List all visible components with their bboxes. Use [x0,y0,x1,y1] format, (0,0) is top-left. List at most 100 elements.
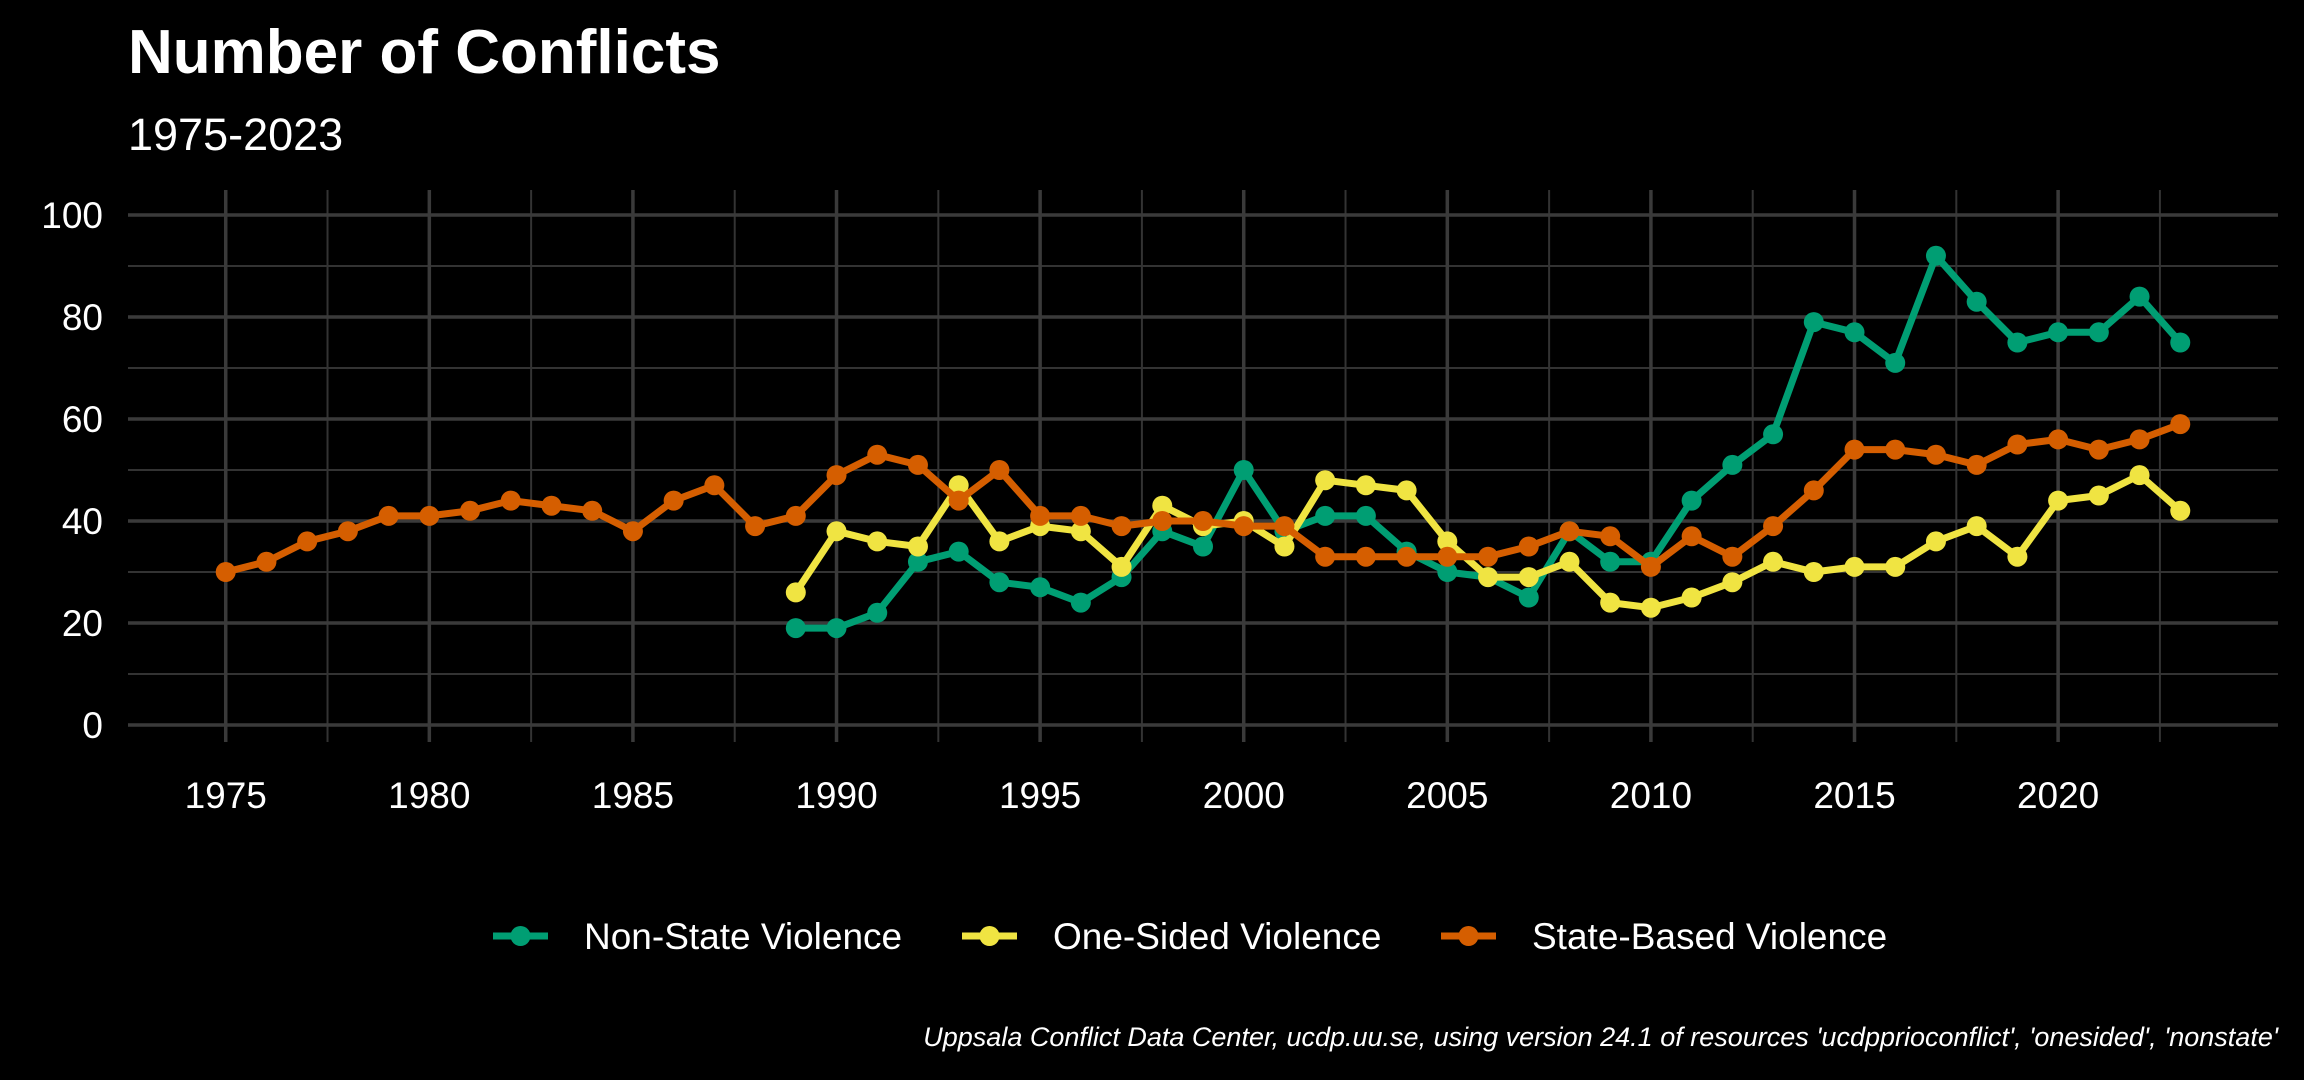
data-point [2170,500,2191,521]
data-point [989,460,1010,480]
data-point [1803,312,1824,333]
data-point [1722,546,1743,567]
legend-label: One-Sided Violence [1053,916,1381,957]
x-tick-label: 1975 [185,775,267,816]
data-point [1355,475,1376,496]
x-tick-label: 2015 [1813,775,1895,816]
data-point [1681,526,1702,547]
data-point [1600,592,1621,613]
legend-label: Non-State Violence [584,916,902,957]
data-point [1640,556,1661,577]
data-point [1518,567,1539,588]
data-point [1966,516,1987,537]
data-point [1478,567,1499,588]
data-point [582,500,603,521]
legend: Non-State Violence One-Sided Violence Stat… [493,916,1887,957]
y-axis-tick-labels: 0 20 40 60 80 100 [41,195,103,746]
data-point [2129,465,2150,486]
data-point [2007,434,2028,455]
data-point [1844,439,1865,460]
data-point [1925,245,1946,266]
data-point [1803,562,1824,582]
x-tick-label: 2000 [1203,775,1285,816]
data-point [826,618,847,639]
data-point [2088,439,2109,460]
y-tick-label: 0 [82,705,103,746]
data-point [1559,551,1580,572]
x-tick-label: 1990 [795,775,877,816]
data-point [1763,551,1784,572]
data-point [2007,546,2028,567]
data-point [1844,556,1865,577]
data-point [1966,291,1987,312]
data-point [1315,505,1336,526]
data-point [1640,597,1661,618]
data-point [1437,531,1458,552]
data-point [1396,546,1417,567]
series [215,414,2191,582]
data-point [1681,490,1702,511]
series-layer [215,245,2191,639]
y-tick-label: 100 [41,195,103,236]
legend-key-point [979,926,1000,946]
data-point [1437,546,1458,567]
data-point [1966,454,1987,475]
data-point [2170,414,2191,435]
data-point [1274,516,1295,537]
data-point [1803,480,1824,501]
data-point [1396,480,1417,501]
chart-subtitle: 1975-2023 [128,109,343,160]
data-point [1925,531,1946,552]
chart-caption: Uppsala Conflict Data Center, ucdp.uu.se… [923,1022,2279,1052]
legend-key-point [510,926,531,946]
data-point [1070,592,1091,613]
data-point [1233,460,1254,480]
legend-item: One-Sided Violence [962,916,1381,957]
data-point [1600,551,1621,572]
data-point [663,490,684,511]
data-point [622,521,643,542]
data-point [907,454,928,475]
data-point [2129,429,2150,450]
data-point [1925,444,1946,465]
data-point [1030,577,1051,598]
data-point [785,618,806,639]
x-tick-label: 2020 [2017,775,2099,816]
data-point [1274,536,1295,557]
data-point [1111,556,1132,577]
x-tick-label: 1980 [388,775,470,816]
data-point [1070,521,1091,542]
data-point [2088,322,2109,343]
data-point [1193,536,1213,557]
data-point [785,505,806,526]
y-tick-label: 80 [62,297,103,338]
data-point [1763,424,1784,445]
data-point [1885,556,1906,577]
data-point [1600,526,1621,547]
data-point [1152,495,1173,516]
data-point [1559,521,1580,542]
legend-item: Non-State Violence [493,916,902,957]
data-point [1518,587,1539,608]
data-point [1355,505,1376,526]
data-point [1681,587,1702,608]
data-point [378,505,399,526]
data-point [1030,505,1051,526]
data-point [1233,516,1254,537]
x-tick-label: 1995 [999,775,1081,816]
data-point [704,475,725,496]
data-point [1722,454,1743,475]
x-tick-label: 2010 [1610,775,1692,816]
data-point [2048,322,2069,343]
data-point [541,495,562,516]
data-point [826,521,847,542]
x-tick-label: 2005 [1406,775,1488,816]
data-point [215,562,236,582]
data-point [2088,485,2109,506]
data-point [419,505,440,526]
legend-item: State-Based Violence [1441,916,1887,957]
data-point [989,531,1010,552]
data-point [337,521,358,542]
data-point [2007,332,2028,353]
